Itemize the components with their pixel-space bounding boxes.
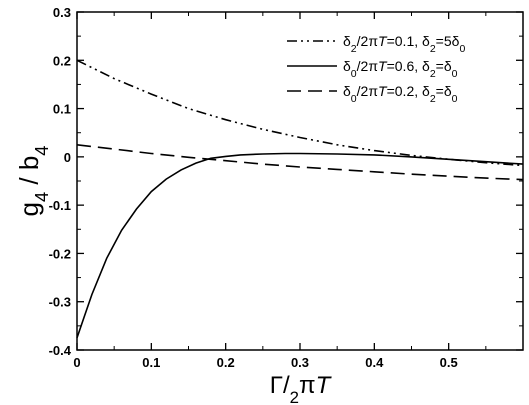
x-tick-label: 0.3 <box>291 355 309 370</box>
y-tick-label: 0.2 <box>53 53 71 68</box>
x-tick-label: 0.5 <box>440 355 458 370</box>
x-axis-title: Γ/2πT <box>270 372 333 405</box>
series-line-3 <box>76 144 524 181</box>
series-layer <box>76 59 524 339</box>
series-line-2 <box>76 152 524 339</box>
y-tick-label: 0.3 <box>53 5 71 20</box>
y-tick-label: 0 <box>64 150 71 165</box>
plot-frame <box>76 11 524 351</box>
ticks-layer: 0 0.1 0.2 0.3 0.4 0.5 -0.4 -0.3 -0.2 -0.1 0 0.1 0.2 0… <box>49 5 523 370</box>
y-tick-label: -0.2 <box>49 246 71 261</box>
x-tick-label: 0.1 <box>142 355 160 370</box>
y-tick-label: -0.1 <box>49 198 71 213</box>
y-tick-label: -0.3 <box>49 295 71 310</box>
legend-label-2: δ0/2πT=0.6, δ2=δ0 <box>343 58 458 80</box>
legend: δ2/2πT=0.1, δ2=5δ0 δ0/2πT=0.6, δ2=δ0 δ0/2π… <box>287 33 465 105</box>
y-tick-label: 0.1 <box>53 102 71 117</box>
y-tick-label: -0.4 <box>49 343 72 358</box>
series-line-1 <box>76 59 524 167</box>
x-tick-label: 0.4 <box>365 355 384 370</box>
y-axis-title: g4 / b4 <box>14 146 52 217</box>
x-tick-label: 0 <box>73 355 80 370</box>
legend-label-3: δ0/2πT=0.2, δ2=δ0 <box>343 83 458 105</box>
x-tick-label: 0.2 <box>217 355 235 370</box>
legend-label-1: δ2/2πT=0.1, δ2=5δ0 <box>343 33 465 55</box>
